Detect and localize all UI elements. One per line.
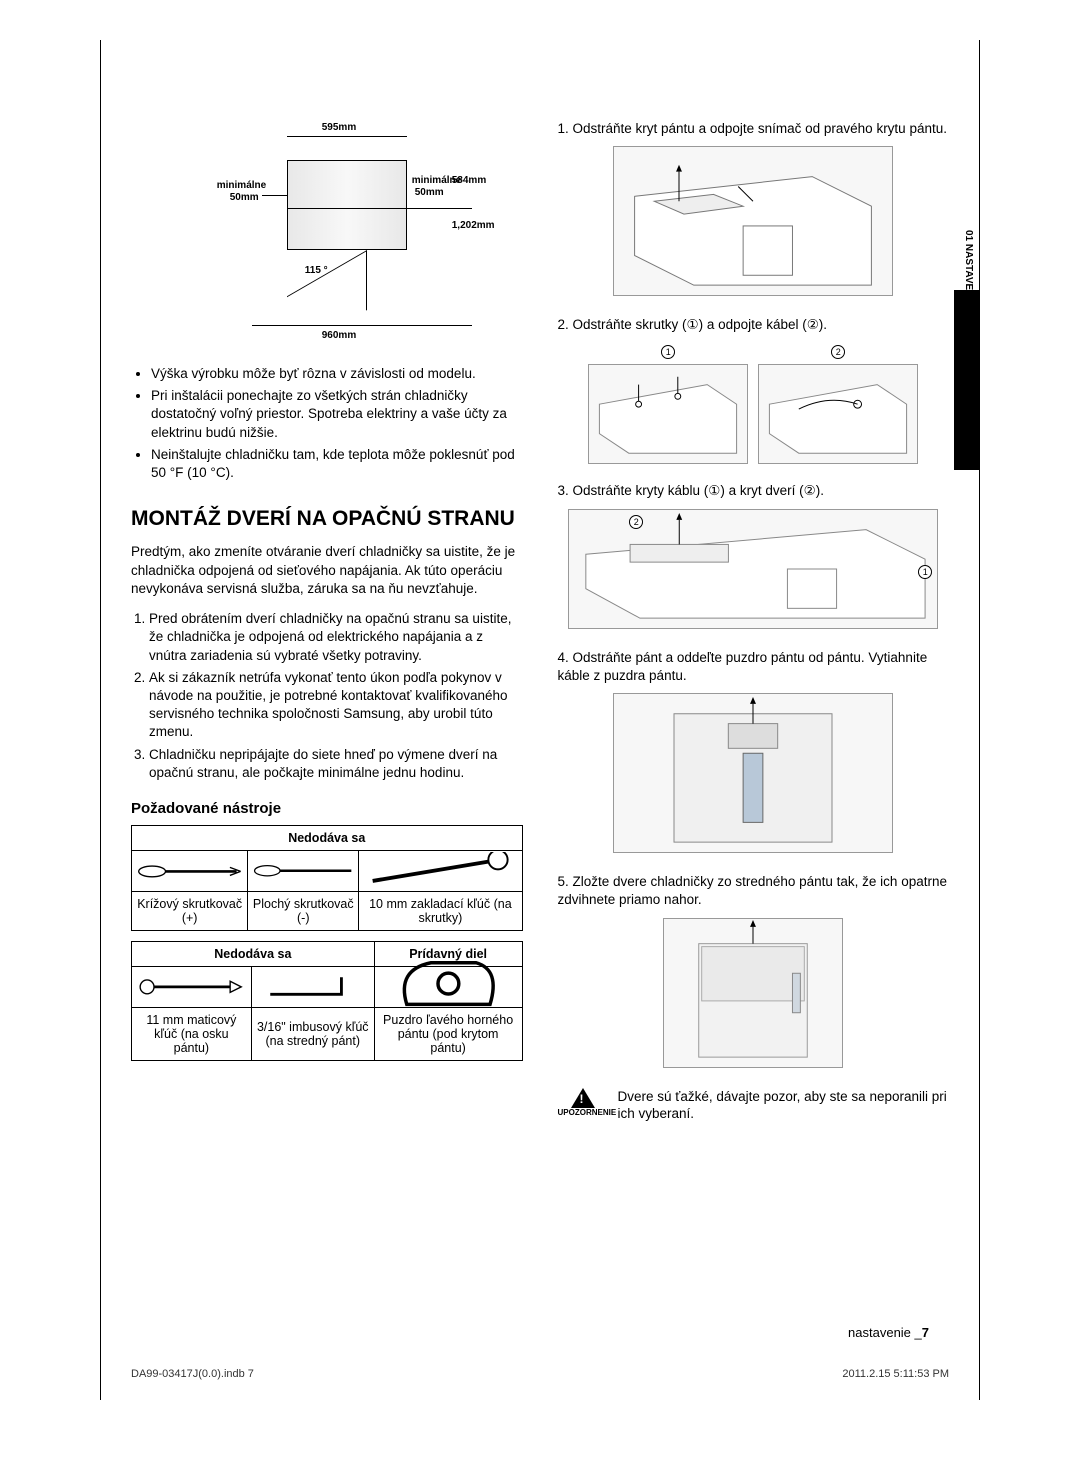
- step-4-text: 4. Odstráňte pánt a oddeľte puzdro pántu…: [558, 649, 950, 685]
- numbered-list: Pred obrátením dverí chladničky na opačn…: [131, 610, 523, 782]
- step-5-figure: [663, 918, 843, 1068]
- tools-heading: Požadované nástroje: [131, 800, 523, 817]
- page-footer: nastavenie _7: [848, 1325, 929, 1340]
- dimension-diagram: 595mm minimálne 50mm minimálne 50mm 584m…: [177, 120, 477, 350]
- side-tab: [954, 290, 980, 470]
- allen-key-icon: [256, 972, 370, 1002]
- step-2b-figure: [758, 364, 918, 464]
- phillips-icon: [136, 856, 243, 886]
- warning-row: UPOZORNENIE Dvere sú ťažké, dávajte pozo…: [558, 1088, 950, 1123]
- step-3-text: 3. Odstráňte kryty káblu (①) a kryt dver…: [558, 482, 950, 500]
- hinge-bush-icon: [379, 972, 518, 1002]
- section-intro: Predtým, ako zmeníte otváranie dverí chl…: [131, 543, 523, 598]
- install-bullets: Výška výrobku môže byť rôzna v závislost…: [131, 365, 523, 482]
- marker-1-icon: 1: [661, 345, 675, 359]
- section-heading: MONTÁŽ DVERÍ NA OPAČNÚ STRANU: [131, 507, 523, 531]
- step-1-figure: [613, 146, 893, 296]
- warning-icon: UPOZORNENIE: [558, 1088, 608, 1118]
- step-3-figure: 2 1: [568, 509, 938, 629]
- flat-icon: [252, 856, 354, 886]
- wrench-10mm-icon: [363, 856, 517, 886]
- marker-2-icon: 2: [831, 345, 845, 359]
- step-2a-figure: [588, 364, 748, 464]
- step-5-text: 5. Zložte dvere chladničky zo stredného …: [558, 873, 950, 909]
- tools-table-2: Nedodáva sa Prídavný diel 11 mm maticový…: [131, 941, 523, 1061]
- tools-table-1: Nedodáva sa Krížový skrutkovač (+) Ploch…: [131, 825, 523, 931]
- nut-wrench-icon: [136, 972, 247, 1002]
- step-4-figure: [613, 693, 893, 853]
- warning-text: Dvere sú ťažké, dávajte pozor, aby ste s…: [618, 1088, 950, 1123]
- print-marks: DA99-03417J(0.0).indb 7 2011.2.15 5:11:5…: [131, 1368, 949, 1380]
- step-2-text: 2. Odstráňte skrutky (①) a odpojte kábel…: [558, 316, 950, 334]
- step-1-text: 1. Odstráňte kryt pántu a odpojte snímač…: [558, 120, 950, 138]
